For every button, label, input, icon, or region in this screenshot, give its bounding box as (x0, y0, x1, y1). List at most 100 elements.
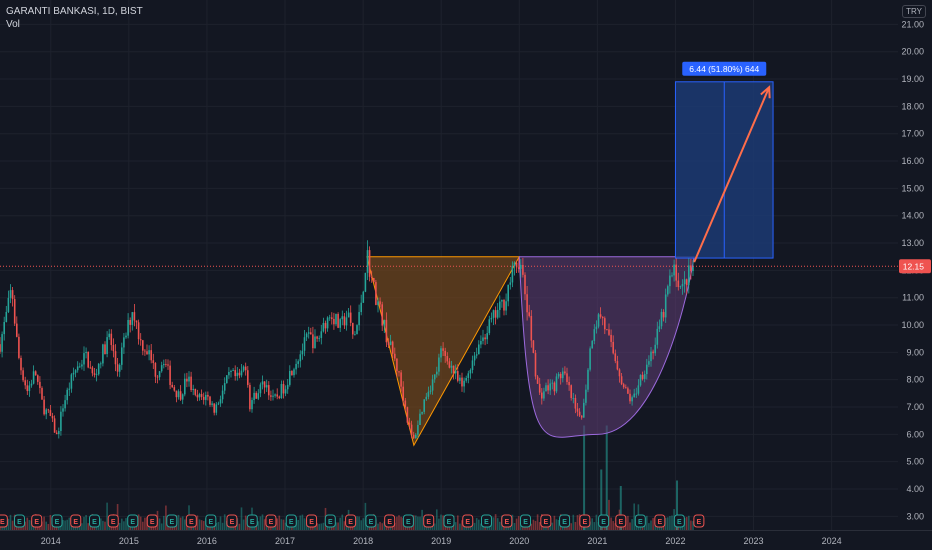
drawing-overlays[interactable]: 6.44 (51.80%) 644 (0, 61, 898, 267)
candle-body (291, 370, 293, 376)
volume-indicator-label[interactable]: Vol (6, 19, 20, 30)
candle-body (639, 374, 642, 386)
currency-badge[interactable]: TRY (902, 5, 926, 18)
earnings-marker-label: E (208, 519, 213, 526)
volume-bar (41, 521, 43, 530)
candle-body (578, 411, 581, 416)
volume-bar (517, 516, 520, 530)
candle-body (205, 394, 207, 400)
volume-bar (160, 523, 163, 530)
candle-body (303, 337, 306, 351)
candle-body (301, 350, 304, 355)
volume-bar (343, 521, 346, 530)
candle-body (633, 393, 635, 398)
candle-body (650, 351, 652, 362)
candle-body (320, 331, 323, 338)
volume-bar (480, 523, 482, 530)
candle-body (200, 394, 203, 397)
earnings-marker (127, 514, 139, 528)
candle-body (547, 385, 549, 391)
volume-bar (144, 517, 146, 530)
measure-label: 6.44 (51.80%) 644 (689, 64, 759, 74)
candle-body (165, 364, 167, 365)
volume-bar (320, 523, 323, 530)
volume-bar (200, 520, 203, 530)
volume-bar (492, 517, 495, 530)
candle-body (671, 275, 673, 277)
earnings-marker (402, 514, 414, 528)
volume-bar (301, 514, 304, 530)
candle-body (419, 413, 421, 426)
candle-body (49, 410, 52, 416)
volume-bar (438, 518, 440, 530)
earnings-marker (540, 514, 552, 528)
candle-body (530, 315, 533, 341)
earnings-marker-label: E (369, 519, 374, 526)
candle-body (179, 391, 182, 400)
earnings-marker (654, 514, 666, 528)
candle-body (568, 381, 570, 386)
candle-body (373, 277, 375, 283)
symbol-title[interactable]: GARANTI BANKASI, 1D, BIST (6, 6, 143, 17)
candle-body (76, 366, 79, 371)
candle-body (45, 409, 47, 415)
volume-bar (612, 521, 614, 530)
candle-body (286, 384, 289, 390)
candle-body (688, 265, 690, 286)
candle-body (360, 302, 362, 313)
price-tick-label: 9.00 (906, 347, 924, 357)
earnings-marker (88, 514, 100, 528)
candle-body (240, 370, 243, 376)
earnings-marker (480, 514, 492, 528)
candle-body (53, 418, 56, 433)
candle-body (368, 250, 371, 277)
volume-bar (62, 520, 64, 530)
time-tick-label: 2024 (822, 536, 842, 546)
volume-bar (513, 522, 516, 530)
candle-body (349, 312, 352, 323)
candle-body (347, 312, 350, 318)
candle-body (608, 329, 610, 335)
volume-bar (534, 520, 537, 530)
candle-body (158, 371, 161, 378)
candle-body (272, 395, 274, 397)
candle-body (475, 354, 478, 356)
earnings-marker (185, 514, 197, 528)
candle-body (593, 329, 596, 341)
candle-body (610, 334, 612, 342)
earnings-marker-label: E (562, 519, 567, 526)
volume-bar (557, 519, 560, 530)
volume-bar (198, 519, 201, 530)
volume-bar (163, 515, 165, 530)
time-tick-label: 2021 (587, 536, 607, 546)
volume-bar (576, 515, 579, 530)
candle-body (152, 360, 155, 364)
earnings-marker-label: E (55, 519, 60, 526)
candle-body (34, 371, 37, 376)
candle-body (564, 371, 566, 374)
candle-body (366, 250, 369, 273)
candle-body (32, 371, 35, 384)
candle-body (47, 409, 50, 411)
price-axis[interactable]: 3.00 4.00 5.00 6.00 7.00 8.00 9.00 10.00 11.00 12… (898, 0, 932, 550)
candle-body (457, 371, 459, 381)
time-axis[interactable]: 2014 2015 2016 2017 2018 2019 2020 2021 2022 2023… (0, 530, 932, 550)
candle-body (673, 264, 675, 276)
volume-bar (238, 523, 241, 530)
volume-bar (316, 523, 318, 530)
earnings-marker-label: E (230, 519, 235, 526)
earnings-marker (615, 514, 627, 528)
volume-bar (627, 515, 629, 530)
volume-bar (608, 499, 610, 530)
earnings-marker-label: E (523, 519, 528, 526)
earnings-marker-label: E (92, 519, 97, 526)
price-tick-label: 7.00 (906, 402, 924, 412)
volume-bar (177, 514, 180, 530)
candle-body (398, 371, 400, 373)
candle-body (637, 385, 640, 394)
earnings-marker (634, 514, 646, 528)
candle-body (513, 262, 516, 266)
candle-body (299, 354, 302, 362)
